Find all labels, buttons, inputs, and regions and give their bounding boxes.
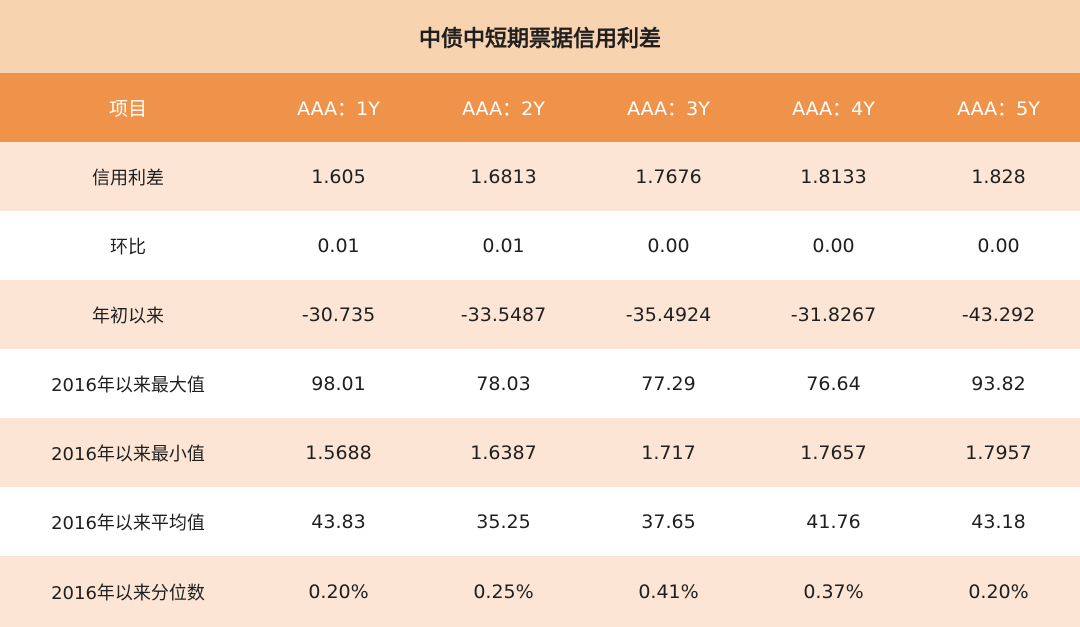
table-cell: 1.7657: [800, 441, 867, 464]
header-aaa-5y: AAA：5Y: [957, 98, 1040, 120]
header-row: 项目 AAA：1Y AAA：2Y AAA：3Y AAA：4Y AAA：5Y: [0, 73, 1080, 142]
table-cell: 0.20%: [968, 580, 1029, 603]
table-cell: 93.82: [971, 372, 1026, 395]
table-cell: 1.5688: [305, 441, 372, 464]
table-cell: -33.5487: [460, 303, 547, 326]
row-label: 2016年以来平均值: [51, 512, 205, 534]
table-cell: -43.292: [961, 303, 1036, 326]
table-cell: 0.37%: [803, 580, 864, 603]
table-cell: 41.76: [806, 510, 861, 533]
table-row: 环比 0.01 0.01 0.00 0.00 0.00: [0, 211, 1080, 280]
table-cell: 1.6813: [470, 165, 537, 188]
table-cell: 0.01: [482, 234, 525, 257]
table-cell: 1.6387: [470, 441, 537, 464]
header-aaa-1y: AAA：1Y: [297, 98, 380, 120]
table-cell: 1.7957: [965, 441, 1032, 464]
row-label: 信用利差: [92, 167, 164, 189]
table-cell: 0.25%: [473, 580, 534, 603]
table-cell: 43.83: [311, 510, 366, 533]
table-cell: 0.00: [812, 234, 855, 257]
table-cell: -31.8267: [790, 303, 877, 326]
table-row: 2016年以来分位数 0.20% 0.25% 0.41% 0.37% 0.20%: [0, 556, 1080, 627]
table-title: 中债中短期票据信用利差: [0, 0, 1080, 73]
table-cell: 0.00: [647, 234, 690, 257]
table-row: 2016年以来最小值 1.5688 1.6387 1.717 1.7657 1.…: [0, 418, 1080, 487]
table-cell: 0.00: [977, 234, 1020, 257]
table-cell: 1.8133: [800, 165, 867, 188]
table-row: 2016年以来最大值 98.01 78.03 77.29 76.64 93.82: [0, 349, 1080, 418]
table-cell: 78.03: [476, 372, 531, 395]
table-cell: 1.605: [311, 165, 366, 188]
table-cell: 98.01: [311, 372, 366, 395]
header-aaa-2y: AAA：2Y: [462, 98, 545, 120]
credit-spread-table: 项目 AAA：1Y AAA：2Y AAA：3Y AAA：4Y AAA：5Y 信用…: [0, 73, 1080, 627]
table-cell: 35.25: [476, 510, 531, 533]
table-row: 年初以来 -30.735 -33.5487 -35.4924 -31.8267 …: [0, 280, 1080, 349]
row-label: 2016年以来分位数: [51, 582, 205, 604]
table-cell: 76.64: [806, 372, 861, 395]
table-cell: 37.65: [641, 510, 696, 533]
table-cell: 43.18: [971, 510, 1026, 533]
table-cell: 1.717: [641, 441, 696, 464]
header-item: 项目: [108, 98, 147, 120]
table-cell: 0.41%: [638, 580, 699, 603]
table-cell: 0.20%: [308, 580, 369, 603]
header-aaa-4y: AAA：4Y: [792, 98, 875, 120]
table-cell: 77.29: [641, 372, 696, 395]
table-cell: 0.01: [317, 234, 360, 257]
row-label: 2016年以来最小值: [51, 443, 205, 465]
row-label: 2016年以来最大值: [51, 374, 205, 396]
table-cell: -30.735: [301, 303, 376, 326]
table-row: 信用利差 1.605 1.6813 1.7676 1.8133 1.828: [0, 142, 1080, 211]
row-label: 环比: [110, 236, 146, 258]
table-row: 2016年以来平均值 43.83 35.25 37.65 41.76 43.18: [0, 487, 1080, 556]
table-cell: 1.828: [971, 165, 1026, 188]
row-label: 年初以来: [92, 305, 164, 327]
header-aaa-3y: AAA：3Y: [627, 98, 710, 120]
table-cell: 1.7676: [635, 165, 702, 188]
table-cell: -35.4924: [625, 303, 712, 326]
